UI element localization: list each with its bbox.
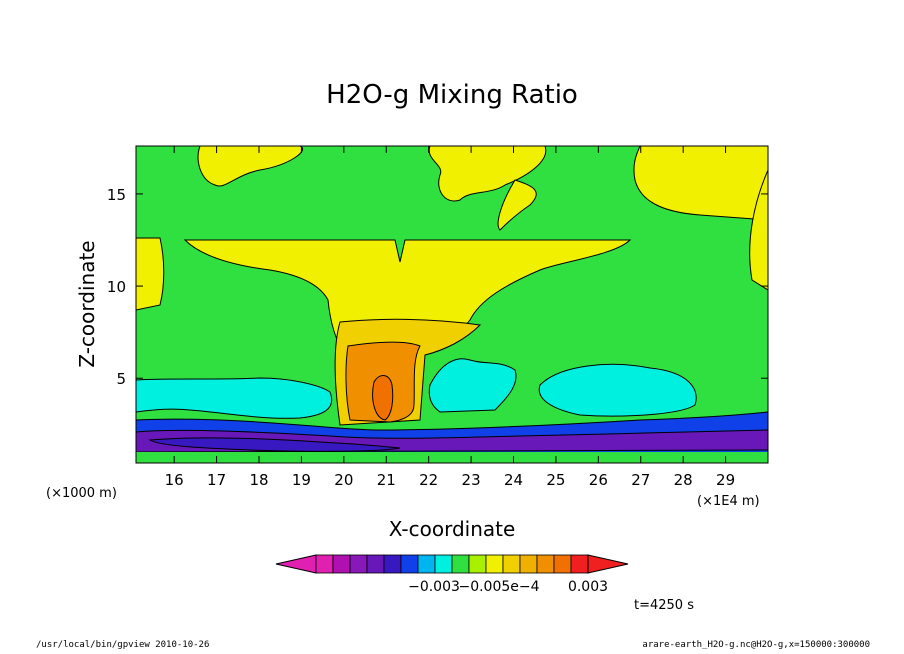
y-tick-label: 5	[116, 370, 126, 388]
plot-frame	[135, 145, 769, 464]
colorbar-swatch	[434, 554, 453, 574]
x-tick-label: 22	[419, 471, 438, 489]
plot-area	[136, 146, 768, 463]
colorbar: −0.003−0.005e−4 0.003	[275, 554, 629, 595]
colorbar-swatch	[383, 554, 402, 574]
region-upper-stripe	[497, 179, 537, 231]
colorbar-right-arrow	[587, 554, 629, 574]
region-upper-center-patch	[428, 146, 547, 202]
x-tick-label: 19	[292, 471, 311, 489]
x-tick-label: 28	[674, 471, 693, 489]
colorbar-left-arrow	[275, 554, 317, 574]
y-axis-label: Z-coordinate	[75, 240, 99, 367]
time-label: t=4250 s	[634, 598, 694, 613]
y-tick-label: 15	[107, 186, 126, 204]
x-tick-label: 23	[462, 471, 481, 489]
x-tick-label: 17	[207, 471, 226, 489]
colorbar-swatch	[315, 554, 334, 574]
footer-right: arare-earth_H2O-g.nc@H2O-g,x=150000:3000…	[642, 640, 870, 650]
colorbar-tick-label: −0.005e−4	[458, 579, 539, 595]
region-right-edge-patch	[749, 169, 768, 291]
region-lower-left-layer	[136, 377, 333, 419]
colorbar-swatch	[553, 554, 572, 574]
region-upper-left-patch	[197, 146, 303, 187]
y-axis-ticks: 5 10 15	[107, 186, 768, 388]
x-tick-label: 16	[165, 471, 184, 489]
x-tick-label: 27	[631, 471, 650, 489]
region-surface-strip	[136, 452, 768, 463]
colorbar-swatch	[485, 554, 504, 574]
colorbar-swatch	[400, 554, 419, 574]
colorbar-swatch	[451, 554, 470, 574]
region-lower-right-layer	[538, 363, 697, 417]
y-unit-label: (×1000 m)	[46, 486, 117, 501]
colorbar-swatch	[519, 554, 538, 574]
region-middle-plumes	[428, 358, 517, 413]
x-axis-ticks: 16 17 18 19 20 21 22 23 24 25 26 27 28 29	[165, 146, 735, 489]
x-tick-label: 18	[249, 471, 268, 489]
footer-left: /usr/local/bin/gpview 2010-10-26	[36, 640, 210, 650]
region-core-maximum	[372, 375, 394, 421]
colorbar-swatch	[468, 554, 487, 574]
x-axis-label: X-coordinate	[389, 517, 516, 541]
x-tick-label: 29	[716, 471, 735, 489]
chart-title: H2O-g Mixing Ratio	[326, 80, 578, 110]
x-tick-label: 26	[589, 471, 608, 489]
x-tick-label: 21	[377, 471, 396, 489]
y-tick-label: 10	[107, 278, 126, 296]
colorbar-tick-label: −0.003	[408, 579, 460, 595]
region-upper-right-patch	[633, 146, 768, 221]
colorbar-swatch	[332, 554, 351, 574]
x-tick-label: 25	[546, 471, 565, 489]
colorbar-swatch	[417, 554, 436, 574]
x-tick-label: 24	[504, 471, 523, 489]
colorbar-swatch	[366, 554, 385, 574]
x-tick-label: 20	[334, 471, 353, 489]
colorbar-tick-label: 0.003	[568, 579, 608, 595]
x-unit-label: (×1E4 m)	[697, 494, 760, 509]
colorbar-swatch	[570, 554, 589, 574]
colorbar-swatch	[502, 554, 521, 574]
colorbar-swatch	[536, 554, 555, 574]
region-deep-minimum	[148, 437, 401, 452]
colorbar-swatch	[349, 554, 368, 574]
region-left-edge-patch	[136, 237, 165, 311]
